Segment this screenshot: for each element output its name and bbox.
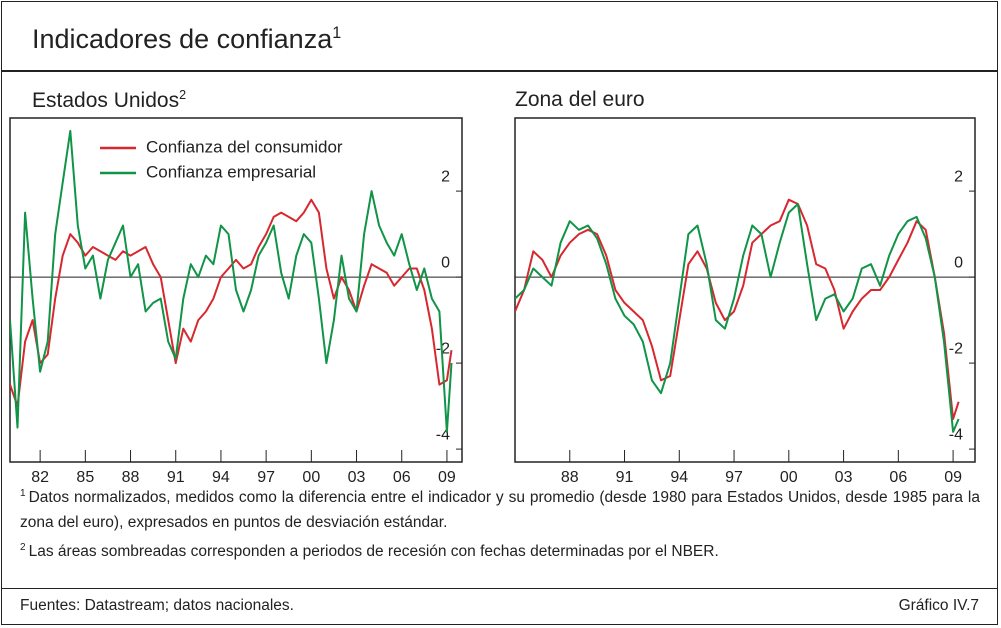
x-tick-label: 82 [31, 469, 49, 486]
x-tick-label: 88 [122, 469, 140, 486]
footnote: 2 Las áreas sombreadas corresponden a per… [20, 535, 980, 564]
y-tick-label: 2 [441, 168, 450, 185]
series-line [10, 198, 453, 408]
x-tick-label: 94 [212, 469, 230, 486]
y-tick-label: 2 [954, 168, 963, 185]
x-tick-label: 91 [616, 469, 634, 486]
panel-title-note: 2 [179, 88, 187, 102]
x-tick-label: 88 [561, 469, 579, 486]
series-line [10, 129, 453, 433]
panel-title-text: Estados Unidos [32, 89, 180, 112]
y-tick-label: -4 [949, 426, 963, 443]
footnote: 1 Datos normalizados, medidos como la dif… [20, 481, 980, 535]
y-tick-label: -2 [436, 340, 450, 357]
panel-title-text: Zona del euro [515, 88, 645, 111]
x-tick-label: 06 [393, 469, 411, 486]
panel-title: Estados Unidos2 [32, 88, 186, 113]
panel-title: Zona del euro [515, 88, 645, 112]
footnote-mark: 1 [20, 488, 26, 499]
x-tick-label: 97 [257, 469, 275, 486]
legend-label: Confianza del consumidor [146, 137, 343, 156]
y-tick-label: 0 [954, 254, 963, 271]
footer-divider [1, 588, 998, 589]
title-divider [1, 70, 998, 72]
x-tick-label: 09 [438, 469, 456, 486]
chart-id: Gráfico IV.7 [898, 597, 979, 614]
y-tick-label: -2 [949, 340, 963, 357]
legend-label: Confianza empresarial [146, 162, 316, 181]
x-tick-label: 09 [944, 469, 962, 486]
series-line [515, 203, 960, 433]
x-tick-label: 03 [835, 469, 853, 486]
plot-area [514, 117, 976, 463]
x-tick-label: 06 [889, 469, 907, 486]
title-note: 1 [332, 24, 342, 42]
x-tick-label: 97 [725, 469, 743, 486]
footnote-mark: 2 [20, 542, 26, 554]
series-line [515, 198, 960, 420]
x-tick-label: 91 [167, 469, 185, 486]
x-tick-label: 00 [302, 469, 320, 486]
footnote-text: Datos normalizados, medidos como la dife… [20, 489, 980, 532]
title-text: Indicadores de confianza [32, 24, 333, 54]
y-tick-label: 0 [441, 254, 450, 271]
title: Indicadores de confianza1 [32, 24, 341, 55]
plot-area [9, 117, 463, 463]
x-tick-label: 00 [780, 469, 798, 486]
x-tick-label: 85 [76, 469, 94, 486]
footnotes: 1 Datos normalizados, medidos como la dif… [20, 481, 980, 564]
x-tick-label: 03 [348, 469, 366, 486]
footnote-text: Las áreas sombreadas corresponden a peri… [28, 543, 719, 561]
x-tick-label: 94 [670, 469, 688, 486]
sources: Fuentes: Datastream; datos nacionales. [20, 597, 294, 614]
